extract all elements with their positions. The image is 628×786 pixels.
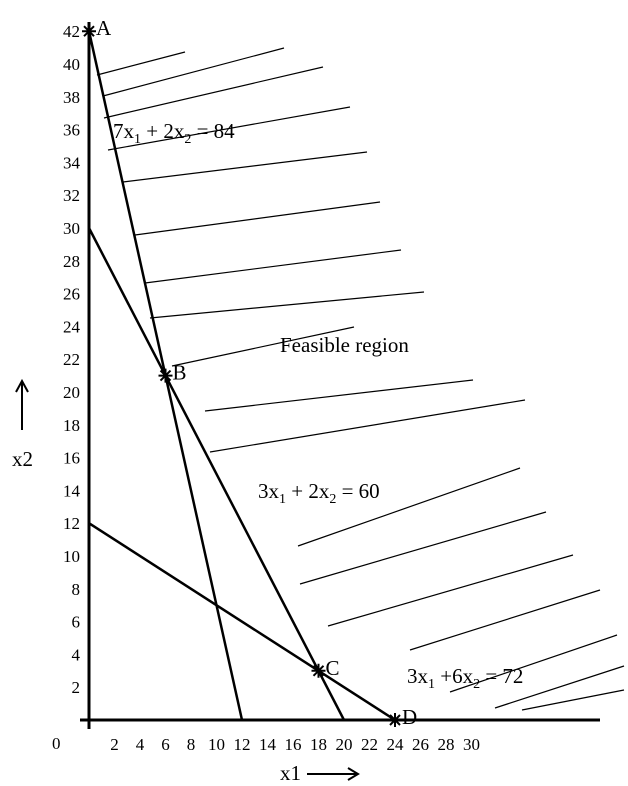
hatch-line bbox=[409, 589, 601, 651]
y-tick-label: 10 bbox=[63, 547, 80, 566]
hatch-line bbox=[299, 511, 547, 585]
x-tick-label: 20 bbox=[336, 735, 353, 754]
hatch-line bbox=[327, 554, 574, 627]
x-tick-label: 30 bbox=[463, 735, 480, 754]
y-tick-label: 4 bbox=[72, 645, 81, 664]
axes bbox=[80, 22, 600, 729]
hatch-line bbox=[209, 399, 526, 453]
y-axis-label: x2 bbox=[12, 447, 33, 471]
hatch-line bbox=[171, 326, 355, 367]
y-tick-label: 12 bbox=[63, 514, 80, 533]
y-tick-label: 34 bbox=[63, 153, 81, 172]
x-tick-label: 14 bbox=[259, 735, 277, 754]
constraint-line-c2 bbox=[87, 227, 346, 721]
point-a: A bbox=[82, 16, 112, 40]
y-tick-label: 42 bbox=[63, 22, 80, 41]
x-tick-label: 18 bbox=[310, 735, 327, 754]
y-tick-label: 18 bbox=[63, 416, 80, 435]
hatch-line bbox=[103, 66, 324, 119]
x-tick-label: 10 bbox=[208, 735, 225, 754]
x-axis-arrowhead-icon bbox=[347, 767, 360, 781]
x-axis-label: x1 bbox=[280, 761, 301, 785]
y-tick-label: 20 bbox=[63, 383, 80, 402]
point-label: D bbox=[402, 705, 417, 729]
x-tick-label: 8 bbox=[187, 735, 196, 754]
x-tick-label: 22 bbox=[361, 735, 378, 754]
y-tick-label: 16 bbox=[63, 449, 80, 468]
point-marker-icon bbox=[311, 663, 326, 678]
y-tick-label: 24 bbox=[63, 317, 81, 336]
corner-points: A B C D bbox=[82, 16, 417, 729]
annotation-feasible-region: Feasible region bbox=[280, 333, 409, 357]
x-tick-label: 24 bbox=[387, 735, 405, 754]
feasible-region-hatching bbox=[96, 47, 625, 711]
point-label: A bbox=[96, 16, 112, 40]
hatch-line bbox=[96, 51, 186, 76]
hatch-line bbox=[122, 151, 368, 183]
hatch-line bbox=[297, 467, 521, 547]
y-tick-label: 32 bbox=[63, 186, 80, 205]
point-label: C bbox=[326, 656, 340, 680]
hatch-line bbox=[107, 106, 351, 151]
point-label: B bbox=[173, 361, 187, 385]
y-tick-label: 14 bbox=[63, 481, 81, 500]
x-tick-label: 2 bbox=[110, 735, 119, 754]
hatch-line bbox=[134, 201, 381, 236]
point-d: D bbox=[388, 705, 417, 729]
x-tick-label: 26 bbox=[412, 735, 429, 754]
y-tick-label: 38 bbox=[63, 88, 80, 107]
y-tick-label: 2 bbox=[72, 678, 81, 697]
y-tick-label: 28 bbox=[63, 252, 80, 271]
point-b: B bbox=[158, 361, 187, 385]
x-tick-label: 12 bbox=[234, 735, 251, 754]
constraint-line-c3 bbox=[88, 522, 396, 722]
point-marker-icon bbox=[158, 368, 173, 383]
hatch-line bbox=[494, 665, 625, 709]
y-tick-label: 8 bbox=[72, 580, 81, 599]
y-tick-label: 26 bbox=[63, 285, 80, 304]
point-c: C bbox=[311, 656, 340, 680]
origin-label: 0 bbox=[52, 734, 61, 753]
y-axis-arrowhead-icon bbox=[15, 378, 29, 393]
x-tick-label: 16 bbox=[285, 735, 302, 754]
hatch-line bbox=[449, 634, 618, 693]
point-marker-icon bbox=[388, 713, 402, 727]
hatch-line bbox=[204, 379, 474, 412]
y-tick-label: 36 bbox=[63, 121, 80, 140]
label-constraint-2: 3x1 + 2x2 = 60 bbox=[258, 479, 380, 507]
hatch-line bbox=[102, 47, 285, 97]
hatch-line bbox=[149, 291, 425, 319]
label-constraint-3: 3x1 +6x2 = 72 bbox=[407, 664, 523, 692]
x-tick-label: 4 bbox=[136, 735, 145, 754]
y-tick-label: 6 bbox=[72, 613, 81, 632]
label-constraint-1: 7x1 + 2x2 = 84 bbox=[113, 119, 235, 147]
hatch-line bbox=[144, 249, 402, 284]
x-tick-label: 28 bbox=[438, 735, 455, 754]
y-tick-label: 40 bbox=[63, 55, 80, 74]
point-marker-icon bbox=[82, 24, 96, 39]
hatch-line bbox=[521, 689, 625, 711]
y-tick-label: 22 bbox=[63, 350, 80, 369]
y-tick-label: 30 bbox=[63, 219, 80, 238]
x-tick-label: 6 bbox=[161, 735, 170, 754]
